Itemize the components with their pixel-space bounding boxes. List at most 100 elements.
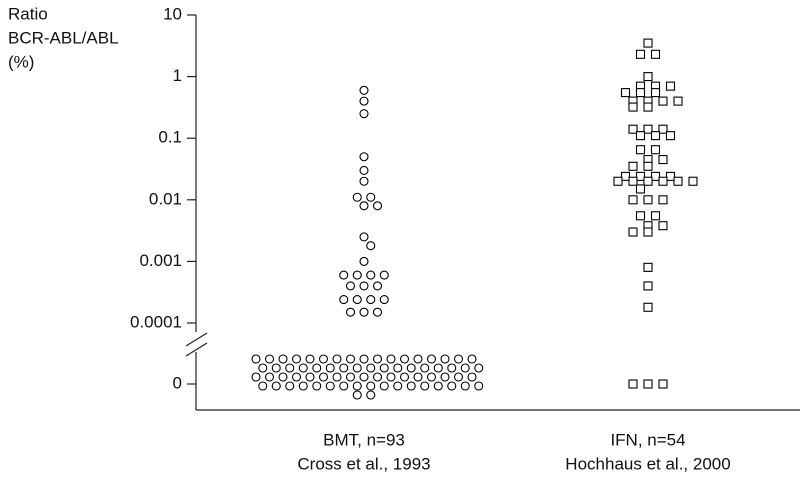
data-point <box>352 295 362 305</box>
data-point <box>643 161 653 171</box>
data-point <box>628 227 638 237</box>
data-point <box>613 176 623 186</box>
data-point <box>345 372 356 382</box>
data-point <box>643 124 653 134</box>
data-point <box>393 363 403 373</box>
data-point <box>426 354 437 364</box>
data-point <box>643 302 653 312</box>
data-point <box>379 363 389 373</box>
data-point <box>312 381 322 391</box>
data-point <box>285 363 295 373</box>
data-point <box>345 354 356 364</box>
data-point <box>359 256 369 266</box>
data-point <box>453 372 464 382</box>
data-point <box>352 390 362 400</box>
data-point <box>447 381 457 391</box>
data-point <box>264 354 275 364</box>
data-point <box>366 295 376 305</box>
data-point <box>264 372 275 382</box>
data-point <box>433 381 443 391</box>
data-point <box>359 372 369 382</box>
axis-break <box>185 342 208 357</box>
data-point <box>467 372 477 382</box>
data-point <box>643 102 653 112</box>
data-point <box>665 171 676 181</box>
data-point <box>643 38 653 48</box>
data-point <box>271 363 281 373</box>
data-point <box>379 295 389 305</box>
data-point <box>305 372 315 382</box>
data-point <box>318 372 329 382</box>
data-point <box>635 184 646 194</box>
data-point <box>628 102 638 112</box>
data-point <box>345 307 356 317</box>
data-point <box>359 96 369 106</box>
data-point <box>291 354 302 364</box>
data-point <box>643 195 653 205</box>
data-point <box>658 379 668 389</box>
y-axis-label: Ratio <box>8 4 48 23</box>
data-point <box>420 363 430 373</box>
data-point <box>285 381 295 391</box>
data-point <box>298 363 308 373</box>
data-point <box>258 363 268 373</box>
x-tick-label: BMT, n=93 <box>323 430 405 449</box>
data-point <box>372 201 383 211</box>
data-point <box>399 354 410 364</box>
data-point <box>318 354 329 364</box>
data-point <box>393 381 403 391</box>
data-point <box>643 176 653 186</box>
data-point <box>339 363 349 373</box>
data-point <box>372 281 383 291</box>
data-point <box>366 270 376 280</box>
x-tick-note: Hochhaus et al., 2000 <box>565 454 730 473</box>
data-point <box>628 161 638 171</box>
data-point <box>372 354 383 364</box>
data-point <box>406 363 416 373</box>
y-axis-label: BCR-ABL/ABL <box>8 28 119 47</box>
data-point <box>635 49 646 59</box>
data-point <box>620 88 631 98</box>
data-point <box>658 195 668 205</box>
data-point <box>366 381 376 391</box>
data-point <box>251 354 261 364</box>
data-point <box>359 201 369 211</box>
data-point <box>406 381 416 391</box>
data-point <box>352 381 362 391</box>
data-point <box>278 372 288 382</box>
data-point <box>643 262 653 272</box>
data-point <box>386 354 396 364</box>
data-point <box>278 354 288 364</box>
data-point <box>453 354 464 364</box>
data-point <box>258 381 268 391</box>
y-tick-label: 0.01 <box>149 189 182 208</box>
data-point <box>658 176 668 186</box>
data-point <box>413 372 423 382</box>
axis-break <box>185 332 208 347</box>
data-point <box>379 381 389 391</box>
data-point <box>474 381 484 391</box>
data-point <box>650 88 661 98</box>
y-axis-label: (%) <box>8 52 34 71</box>
data-point <box>628 195 638 205</box>
data-point <box>650 131 661 141</box>
data-point <box>325 381 335 391</box>
data-point <box>366 241 376 251</box>
data-point <box>650 211 661 221</box>
data-point <box>359 176 369 186</box>
data-point <box>658 221 668 231</box>
data-point <box>460 381 470 391</box>
data-point <box>372 372 383 382</box>
data-point <box>366 192 376 202</box>
data-point <box>359 109 369 119</box>
data-point <box>312 363 322 373</box>
data-point <box>620 171 631 181</box>
data-point <box>339 295 349 305</box>
data-point <box>665 131 676 141</box>
data-point <box>643 379 653 389</box>
data-point <box>359 165 369 175</box>
data-point <box>467 354 477 364</box>
data-point <box>339 381 349 391</box>
y-tick-label: 1 <box>173 66 182 85</box>
